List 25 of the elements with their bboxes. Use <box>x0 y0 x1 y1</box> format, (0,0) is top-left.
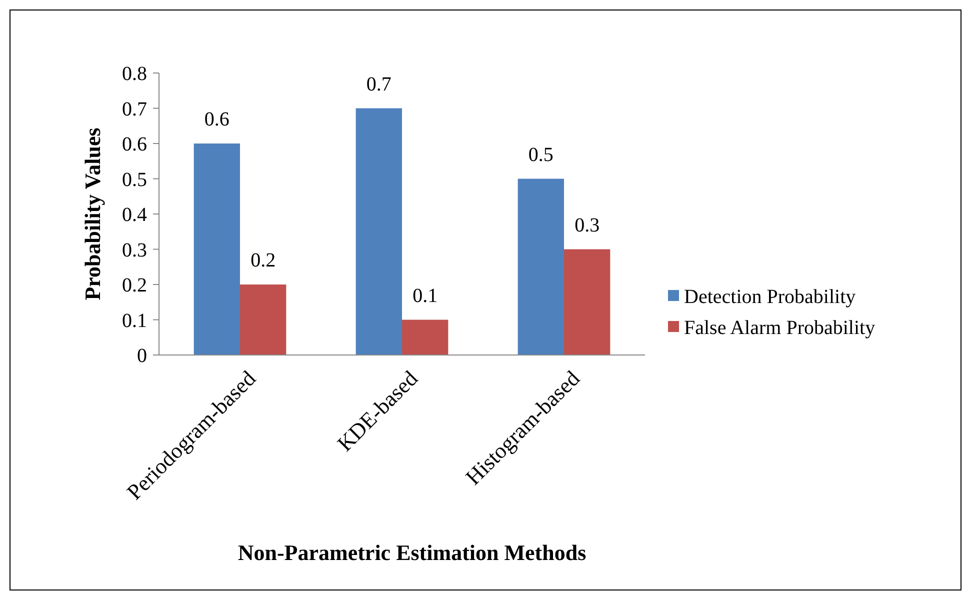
legend-label: False Alarm Probability <box>684 317 876 339</box>
y-tick-label: 0.8 <box>122 63 147 85</box>
bar <box>402 320 448 355</box>
y-tick-label: 0.1 <box>122 310 147 332</box>
bar <box>194 144 240 355</box>
data-label: 0.2 <box>250 250 276 272</box>
data-label: 0.6 <box>204 108 230 130</box>
y-tick-label: 0 <box>137 345 147 367</box>
x-axis-title: Non-Parametric Estimation Methods <box>238 540 587 565</box>
data-label: 0.3 <box>574 214 600 236</box>
bar <box>240 284 286 355</box>
data-label: 0.7 <box>366 73 392 96</box>
y-tick-label: 0.7 <box>122 98 147 120</box>
y-tick-label: 0.3 <box>122 239 147 262</box>
bar <box>518 178 564 355</box>
bar <box>356 108 402 355</box>
data-label: 0.5 <box>528 144 554 166</box>
y-tick-label: 0.4 <box>122 204 147 226</box>
legend-label: Detection Probability <box>684 286 856 308</box>
y-tick-label: 0.6 <box>122 134 147 156</box>
y-tick-label: 0.5 <box>122 168 147 191</box>
bar <box>564 249 610 355</box>
y-tick-label: 0.2 <box>122 274 147 296</box>
y-axis-title: Probability Values <box>80 127 105 300</box>
data-label: 0.1 <box>412 284 438 307</box>
